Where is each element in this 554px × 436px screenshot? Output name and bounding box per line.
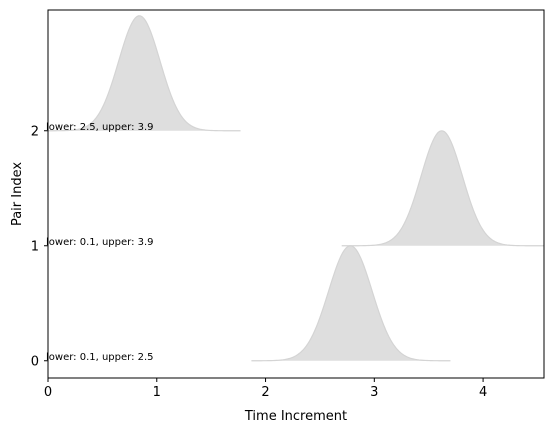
density-line-1 (341, 130, 544, 247)
x-tick-label: 4 (479, 385, 487, 400)
series-label-2: lower: 2.5, upper: 3.9 (46, 122, 154, 133)
density-fill-0 (251, 245, 451, 361)
density-fill-1 (341, 130, 544, 246)
y-axis-title: Pair Index (10, 162, 25, 226)
y-tick-label: 0 (31, 354, 39, 369)
y-axis: 0 1 2 (31, 124, 48, 369)
density-line-2 (48, 15, 241, 132)
series-label-0: lower: 0.1, upper: 2.5 (46, 352, 154, 363)
x-tick-label: 1 (153, 385, 161, 400)
x-axis: 0 1 2 3 4 (44, 378, 487, 400)
series-label-1: lower: 0.1, upper: 3.9 (46, 237, 154, 248)
x-tick-label: 3 (370, 385, 378, 400)
series-label-layer: lower: 0.1, upper: 2.5 lower: 0.1, upper:… (46, 122, 154, 363)
series-layer (48, 15, 544, 362)
density-fill-2 (48, 15, 241, 131)
plot-frame (47, 9, 545, 379)
x-axis-title: Time Increment (244, 409, 347, 424)
y-tick-label: 1 (31, 239, 39, 254)
x-tick-label: 2 (261, 385, 269, 400)
x-tick-label: 0 (44, 385, 52, 400)
y-tick-label: 2 (31, 124, 39, 139)
